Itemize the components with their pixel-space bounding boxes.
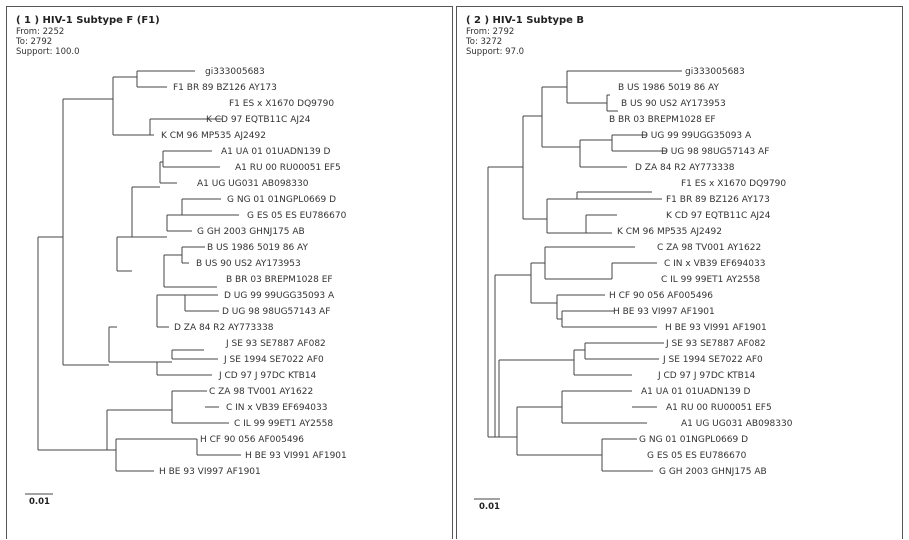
- leaf-label: G NG 01 01NGPL0669 D: [639, 435, 748, 445]
- panel-title: ( 2 ) HIV-1 Subtype B: [466, 15, 585, 26]
- leaf-label: G ES 05 ES EU786670: [647, 451, 747, 461]
- leaf-label: J SE 1994 SE7022 AF0: [662, 355, 763, 365]
- leaf-label: D UG 99 99UGG35093 A: [224, 291, 335, 301]
- support-value: Support: 97.0: [466, 47, 525, 57]
- leaf-label: F1 BR 89 BZ126 AY173: [666, 195, 770, 205]
- tree-panel-1: ( 1 ) HIV-1 Subtype F (F1) From: 2252 To…: [6, 6, 453, 539]
- scale-label: 0.01: [29, 497, 50, 507]
- leaf-label: A1 RU 00 RU00051 EF5: [235, 163, 341, 173]
- leaf-label: C ZA 98 TV001 AY1622: [209, 387, 313, 397]
- leaf-label: G ES 05 ES EU786670: [247, 211, 347, 221]
- leaf-label: C IN x VB39 EF694033: [226, 403, 327, 413]
- range-to: To: 2792: [16, 37, 53, 47]
- leaf-label: H CF 90 056 AF005496: [609, 291, 713, 301]
- leaf-label: J SE 93 SE7887 AF082: [665, 339, 766, 349]
- tree-panel-2: ( 2 ) HIV-1 Subtype B From: 2792 To: 327…: [456, 6, 903, 539]
- leaf-labels-1: gi333005683 F1 BR 89 BZ126 AY173 F1 ES x X…: [159, 67, 347, 477]
- range-from: From: 2252: [16, 27, 65, 37]
- leaf-label: A1 UG UG031 AB098330: [197, 179, 309, 189]
- leaf-label: gi333005683: [205, 67, 265, 77]
- range-from: From: 2792: [466, 27, 515, 37]
- leaf-label: A1 UG UG031 AB098330: [681, 419, 793, 429]
- leaf-label: H CF 90 056 AF005496: [200, 435, 304, 445]
- leaf-label: B US 1986 5019 86 AY: [618, 83, 719, 93]
- leaf-label: F1 ES x X1670 DQ9790: [681, 179, 786, 189]
- leaf-label: B US 1986 5019 86 AY: [207, 243, 308, 253]
- phylogenetic-tree-1: 0.01 gi333005683 F1 BR 89 BZ126 AY173 F1 E…: [25, 67, 347, 507]
- leaf-label: D ZA 84 R2 AY773338: [635, 163, 735, 173]
- leaf-label: gi333005683: [685, 67, 745, 77]
- leaf-label: C IL 99 99ET1 AY2558: [661, 275, 760, 285]
- leaf-label: F1 BR 89 BZ126 AY173: [173, 83, 277, 93]
- panel-title: ( 1 ) HIV-1 Subtype F (F1): [16, 15, 160, 26]
- leaf-label: K CM 96 MP535 AJ2492: [161, 131, 266, 141]
- leaf-label: G NG 01 01NGPL0669 D: [227, 195, 336, 205]
- leaf-label: A1 UA 01 01UADN139 D: [641, 387, 751, 397]
- leaf-labels-2: gi333005683 B US 1986 5019 86 AY B US 90 U…: [609, 67, 793, 477]
- leaf-label: J CD 97 J 97DC KTB14: [218, 371, 317, 381]
- leaf-label: J CD 97 J 97DC KTB14: [657, 371, 756, 381]
- leaf-label: B BR 03 BREPM1028 EF: [609, 115, 716, 125]
- phylogenetic-tree-2: 0.01 gi333005683 B US 1986 5019 86 AY B US…: [474, 67, 793, 512]
- leaf-label: C ZA 98 TV001 AY1622: [657, 243, 761, 253]
- leaf-label: B BR 03 BREPM1028 EF: [226, 275, 333, 285]
- leaf-label: C IN x VB39 EF694033: [664, 259, 765, 269]
- leaf-label: G GH 2003 GHNJ175 AB: [659, 467, 767, 477]
- leaf-label: C IL 99 99ET1 AY2558: [234, 419, 333, 429]
- leaf-label: K CD 97 EQTB11C AJ24: [666, 211, 771, 221]
- leaf-label: A1 UA 01 01UADN139 D: [221, 147, 331, 157]
- leaf-label: J SE 93 SE7887 AF082: [225, 339, 326, 349]
- leaf-label: B US 90 US2 AY173953: [621, 99, 726, 109]
- leaf-label: H BE 93 VI997 AF1901: [159, 467, 261, 477]
- leaf-label: G GH 2003 GHNJ175 AB: [197, 227, 305, 237]
- leaf-label: H BE 93 VI991 AF1901: [245, 451, 347, 461]
- leaf-label: D UG 98 98UG57143 AF: [222, 307, 330, 317]
- leaf-label: F1 ES x X1670 DQ9790: [229, 99, 334, 109]
- leaf-label: D ZA 84 R2 AY773338: [174, 323, 274, 333]
- leaf-label: J SE 1994 SE7022 AF0: [223, 355, 324, 365]
- leaf-label: A1 RU 00 RU00051 EF5: [666, 403, 772, 413]
- leaf-label: H BE 93 VI997 AF1901: [613, 307, 715, 317]
- leaf-label: K CD 97 EQTB11C AJ24: [206, 115, 311, 125]
- support-value: Support: 100.0: [16, 47, 80, 57]
- scale-label: 0.01: [479, 502, 500, 512]
- leaf-label: H BE 93 VI991 AF1901: [665, 323, 767, 333]
- leaf-label: D UG 99 99UGG35093 A: [641, 131, 752, 141]
- range-to: To: 3272: [466, 37, 503, 47]
- leaf-label: K CM 96 MP535 AJ2492: [617, 227, 722, 237]
- leaf-label: B US 90 US2 AY173953: [196, 259, 301, 269]
- leaf-label: D UG 98 98UG57143 AF: [661, 147, 769, 157]
